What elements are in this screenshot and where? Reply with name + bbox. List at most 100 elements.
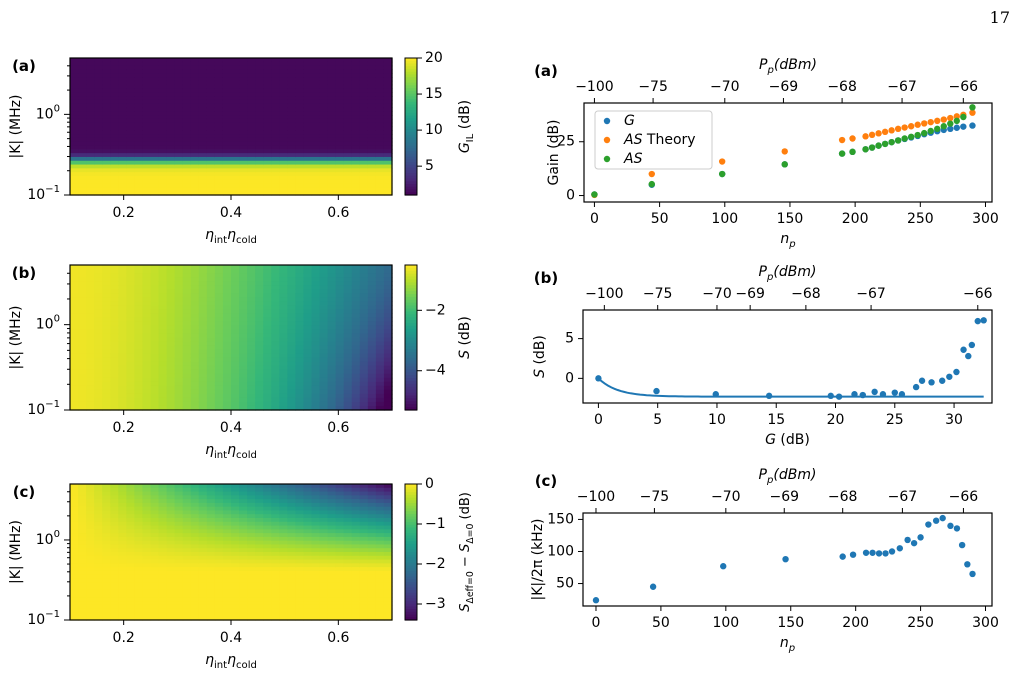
heatmap-cell [118, 99, 127, 105]
heatmap-cell [126, 281, 135, 286]
heatmap-cell [231, 281, 240, 286]
axes-frame [582, 512, 993, 607]
heatmap-cell [94, 389, 103, 395]
heatmap-cell [287, 156, 296, 162]
heatmap-cell [351, 337, 361, 343]
heatmap-cell [367, 107, 377, 112]
heatmap-cell [94, 397, 103, 403]
heatmap-cell [174, 563, 184, 568]
heatmap-cell [279, 533, 288, 538]
heatmap-cell [295, 273, 305, 278]
heatmap-cell [271, 567, 280, 572]
heatmap-cell [303, 69, 313, 74]
heatmap-cell [222, 567, 232, 572]
heatmap-cell [190, 608, 200, 614]
heatmap-cell [78, 357, 87, 363]
heatmap-cell [287, 381, 296, 387]
heatmap-cell [190, 401, 200, 407]
heatmap-cell [206, 164, 216, 169]
heatmap-cell [94, 484, 103, 489]
heatmap-cell [287, 111, 296, 116]
heatmap-cell [383, 273, 393, 278]
heatmap-cell [94, 130, 103, 135]
top-tick-label: −69 [735, 286, 765, 302]
heatmap-cell [182, 544, 192, 549]
heatmap-cell [174, 164, 184, 169]
heatmap-cell [214, 141, 224, 147]
heatmap-cell [126, 160, 135, 166]
data-point [960, 113, 967, 121]
heatmap-cell [110, 118, 119, 124]
heatmap-cell [375, 567, 385, 572]
heatmap-cell [319, 533, 329, 538]
heatmap-cell [327, 297, 337, 302]
heatmap-cell [335, 548, 345, 553]
heatmap-cell [126, 514, 135, 519]
heatmap-cell [110, 293, 119, 298]
colorbar-segment [405, 186, 417, 191]
heatmap-cell [150, 381, 160, 387]
heatmap-cell [142, 345, 152, 351]
heatmap-cell [239, 80, 248, 86]
colorbar-segment [405, 562, 417, 567]
heatmap-cell [126, 333, 135, 339]
heatmap-cell [239, 567, 248, 572]
heatmap-cell [271, 111, 280, 116]
colorbar-tick-label: −3 [425, 596, 446, 612]
heatmap-cell [142, 329, 152, 335]
heatmap-cell [255, 601, 264, 606]
heatmap-cell [78, 285, 87, 290]
heatmap-cell [214, 373, 224, 379]
heatmap-cell [118, 353, 127, 359]
heatmap-cell [214, 401, 224, 407]
heatmap-cell [126, 179, 135, 185]
heatmap-cell [263, 281, 272, 286]
heatmap-cell [247, 103, 256, 109]
heatmap-cell [198, 548, 208, 553]
heatmap-cell [174, 88, 184, 93]
heatmap-cell [327, 96, 337, 101]
heatmap-cell [279, 84, 288, 90]
heatmap-cell [190, 99, 200, 105]
heatmap-cell [247, 548, 256, 553]
heatmap-cell [94, 164, 103, 169]
heatmap-cell [351, 99, 361, 105]
heatmap-cell [158, 297, 168, 302]
heatmap-cell [351, 381, 361, 387]
heatmap-cell [70, 499, 79, 504]
heatmap-cell [78, 337, 87, 343]
heatmap-cell [206, 589, 216, 595]
heatmap-cell [166, 329, 176, 335]
heatmap-cell [319, 187, 329, 192]
heatmap-cell [102, 510, 111, 515]
heatmap-cell [94, 502, 103, 508]
heatmap-cell [110, 533, 119, 538]
heatmap-cell [319, 273, 329, 278]
heatmap-cell [206, 265, 216, 270]
heatmap-cell [94, 582, 103, 587]
heatmap-cell [206, 317, 216, 322]
heatmap-cell [158, 179, 168, 185]
heatmap-cell [78, 88, 87, 93]
heatmap-cell [239, 582, 248, 587]
heatmap-cell [295, 277, 305, 282]
heatmap-cell [118, 297, 127, 302]
heatmap-cell [222, 373, 232, 379]
heatmap-cell [182, 337, 192, 343]
heatmap-cell [295, 499, 305, 504]
heatmap-cell [287, 582, 296, 587]
heatmap-cell [311, 164, 321, 169]
heatmap-cell [182, 582, 192, 587]
heatmap-cell [303, 317, 313, 322]
heatmap-cell [319, 126, 329, 131]
heatmap-cell [375, 179, 385, 185]
heatmap-cell [150, 141, 160, 147]
heatmap-cell [383, 99, 393, 105]
heatmap-cell [319, 103, 329, 109]
heatmap-cell [335, 361, 345, 367]
heatmap-cell [78, 130, 87, 135]
heatmap-cell [359, 88, 369, 93]
heatmap-cell [375, 608, 385, 614]
data-point [882, 550, 889, 557]
heatmap-cell [214, 145, 224, 150]
